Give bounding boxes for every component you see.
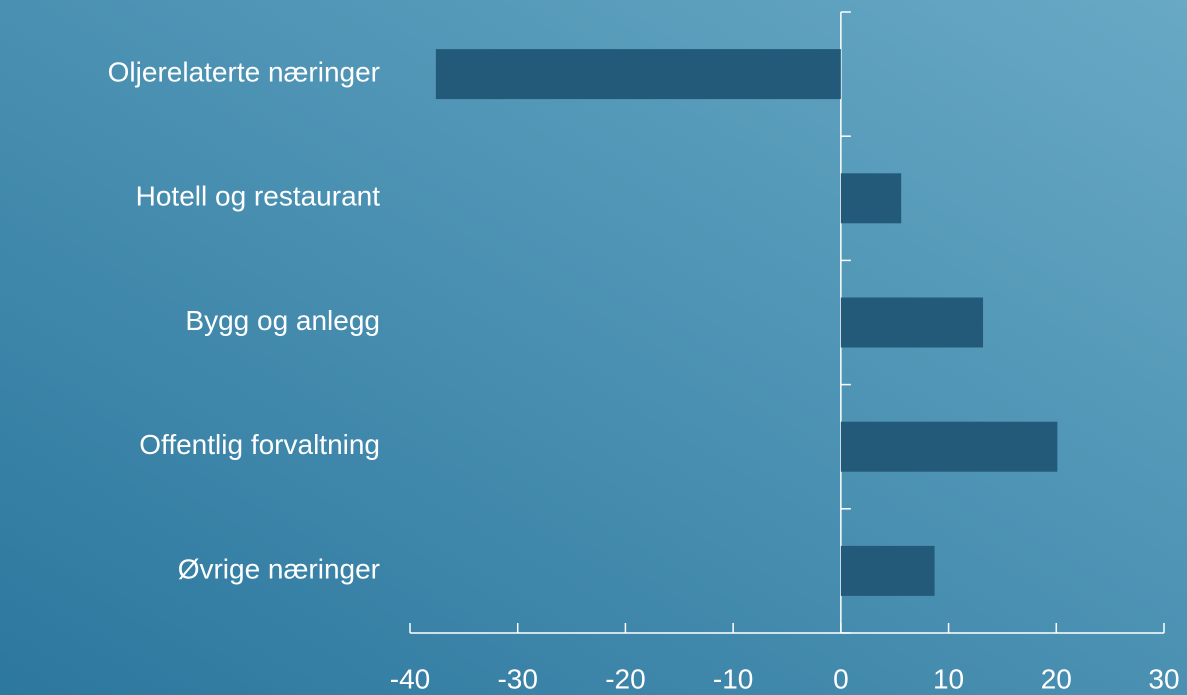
x-tick-label: 30: [1148, 663, 1179, 694]
bar: [840, 173, 902, 224]
x-tick-label: -10: [713, 663, 753, 694]
y-tick-label: Bygg og anlegg: [185, 305, 380, 336]
x-tick-label: -40: [390, 663, 430, 694]
y-tick-label: Hotell og restaurant: [136, 181, 381, 212]
x-tick-label: -30: [497, 663, 537, 694]
bar: [840, 545, 935, 596]
bar: [840, 421, 1058, 472]
x-tick-label: 10: [933, 663, 964, 694]
bar: [435, 49, 841, 100]
x-tick-label: -20: [605, 663, 645, 694]
x-tick-label: 0: [833, 663, 849, 694]
y-tick-label: Offentlig forvaltning: [139, 429, 380, 460]
y-tick-label: Øvrige næringer: [178, 553, 380, 584]
bar: [840, 297, 984, 348]
x-tick-label: 20: [1041, 663, 1072, 694]
y-tick-label: Oljerelaterte næringer: [108, 56, 380, 87]
